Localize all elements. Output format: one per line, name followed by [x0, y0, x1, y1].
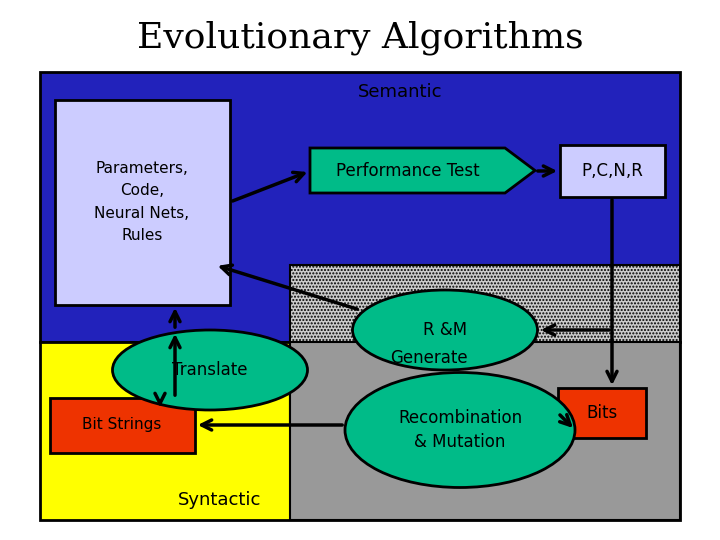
Text: R &M: R &M	[423, 321, 467, 339]
Text: P,C,N,R: P,C,N,R	[581, 162, 643, 180]
Bar	[290, 342, 680, 520]
Text: Evolutionary Algorithms: Evolutionary Algorithms	[137, 21, 583, 55]
Text: Performance Test: Performance Test	[336, 161, 480, 179]
Text: Generate: Generate	[390, 349, 467, 367]
Bar	[560, 145, 665, 197]
Ellipse shape	[112, 330, 307, 410]
Bar	[558, 388, 646, 438]
Text: Recombination
& Mutation: Recombination & Mutation	[398, 409, 522, 451]
Text: Syntactic: Syntactic	[179, 491, 261, 509]
Text: Bits: Bits	[586, 404, 618, 422]
Bar	[40, 72, 680, 342]
Text: Parameters,
Code,
Neural Nets,
Rules: Parameters, Code, Neural Nets, Rules	[94, 161, 189, 243]
Ellipse shape	[353, 290, 538, 370]
Ellipse shape	[345, 373, 575, 488]
Bar	[290, 265, 680, 425]
Bar	[55, 100, 230, 305]
Bar	[50, 398, 195, 453]
Bar	[40, 342, 680, 520]
Text: Semantic: Semantic	[358, 83, 442, 101]
Text: Translate: Translate	[172, 361, 248, 379]
Polygon shape	[310, 148, 535, 193]
Text: Bit Strings: Bit Strings	[82, 417, 162, 433]
